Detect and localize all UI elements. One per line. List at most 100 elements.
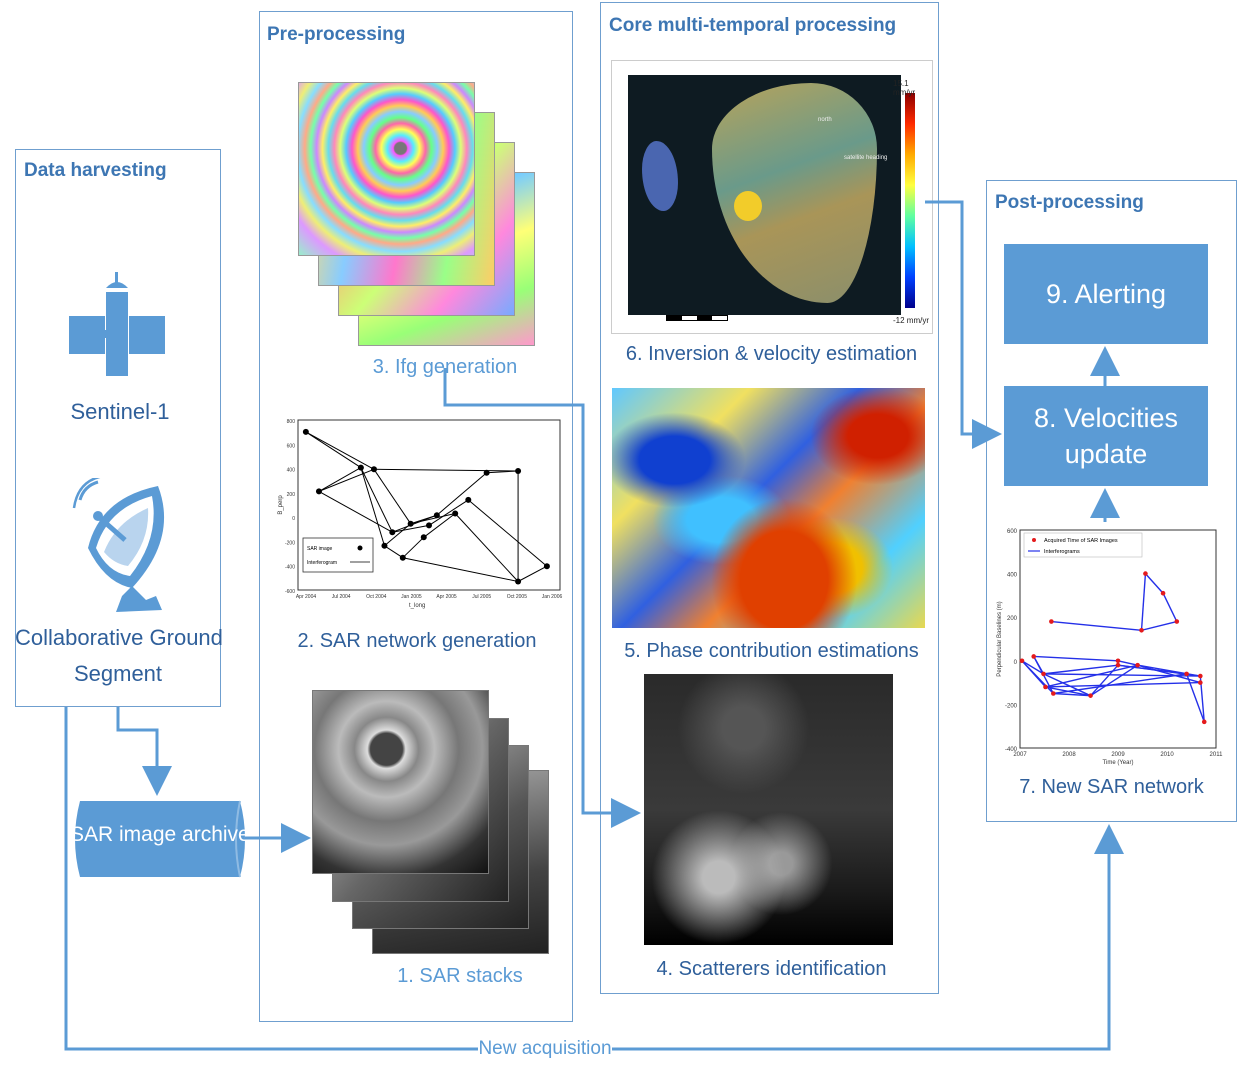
- colorbar-top-label: 15.1 mm/yr: [893, 79, 916, 97]
- network-sar-image-node: [357, 464, 364, 471]
- new-network-ylabel: Perpendicular Baselines (m): [997, 601, 1003, 676]
- new-network-sar-image-node: [1174, 619, 1180, 624]
- new-network-sar-image-node: [1043, 684, 1048, 690]
- ifg-to-scatterers-arrow: [443, 368, 641, 828]
- network-xtick-label: Apr 2005: [436, 594, 457, 600]
- sar-image-archive-cylinder: [75, 800, 245, 878]
- new-network-interferogram-edge: [1185, 673, 1205, 723]
- data-harvesting-panel: [15, 149, 221, 707]
- new-network-interferogram-edge: [1021, 660, 1054, 694]
- interferogram-stack: [298, 82, 538, 347]
- network-interferogram-edge: [423, 513, 456, 538]
- new-network-interferogram-edge: [1140, 573, 1147, 631]
- new-network-interferogram-edge: [1045, 664, 1138, 688]
- network-legend-image-label: SAR image: [307, 546, 333, 552]
- new-network-interferogram-edge: [1043, 673, 1201, 677]
- network-interferogram-edge: [467, 499, 548, 567]
- new-network-ytick-label: 600: [1007, 529, 1018, 535]
- network-interferogram-edge: [305, 431, 375, 470]
- sar-image-archive-label: SAR image archive: [70, 823, 250, 846]
- network-interferogram-edge: [384, 545, 404, 559]
- core-processing-title: Core multi-temporal processing: [609, 15, 897, 36]
- new-network-sar-image-node: [1049, 619, 1054, 624]
- satellite-icon: [69, 272, 165, 376]
- network-sar-image-node: [370, 466, 377, 473]
- network-xtick-label: Oct 2004: [366, 594, 387, 600]
- sar-stacks-image: [312, 690, 549, 955]
- new-network-interferogram-edge: [1090, 664, 1138, 697]
- new-network-xtick-label: 2008: [1062, 752, 1076, 758]
- network-interferogram-edge: [373, 468, 519, 472]
- new-network-interferogram-edge: [1090, 664, 1119, 697]
- network-xtick-label: Jan 2006: [542, 594, 563, 600]
- network-interferogram-edge: [318, 490, 393, 533]
- new-network-sar-image-node: [1143, 571, 1148, 576]
- velocities-update-label-1: 8. Velocities: [1033, 402, 1179, 433]
- ground-station-icon: [72, 478, 165, 612]
- network-legend-image-marker: [357, 545, 363, 551]
- new-network-xtick-label: 2010: [1160, 752, 1174, 758]
- scale-bar: [666, 315, 728, 321]
- network-sar-image-node: [407, 520, 414, 527]
- new-network-interferogram-edge: [1137, 664, 1201, 684]
- new-network-sar-image-node: [1088, 693, 1093, 698]
- network-xlabel: t_long: [409, 603, 425, 609]
- network-sar-image-node: [465, 496, 472, 503]
- new-network-interferogram-edge: [1033, 655, 1119, 662]
- network-ylabel: B_perp: [278, 495, 284, 515]
- phase-contribution-label: 5. Phase contribution estimations: [624, 640, 919, 662]
- network-sar-image-node: [515, 468, 522, 474]
- network-xtick-label: Apr 2004: [296, 594, 317, 600]
- velocity-map-island-center: [734, 191, 762, 221]
- network-sar-image-node: [515, 578, 522, 585]
- new-network-sar-image-node: [1031, 654, 1037, 659]
- velocities-update-label-2: update: [1064, 439, 1148, 469]
- velocity-to-update-arrow: [925, 200, 1002, 449]
- network-sar-image-node: [543, 563, 550, 570]
- new-network-sar-image-node: [1198, 673, 1203, 679]
- alerting-label: 9. Alerting: [1045, 278, 1167, 309]
- sar-stacks-label: 1. SAR stacks: [397, 965, 523, 987]
- network-xtick-label: Jul 2004: [332, 594, 351, 600]
- network-sar-image-node: [426, 522, 432, 529]
- network-ytick-label: 600: [287, 443, 296, 449]
- network-ytick-label: 200: [287, 492, 296, 498]
- new-network-legend-image-label: Acquired Time of SAR Images: [1044, 538, 1118, 544]
- post-processing-title: Post-processing: [995, 192, 1144, 213]
- network-ytick-label: -200: [285, 540, 295, 546]
- new-network-ytick-label: -200: [1005, 703, 1018, 709]
- scatterers-image: [644, 674, 893, 945]
- new-network-ytick-label: -400: [1005, 747, 1018, 753]
- new-network-interferogram-edge: [1053, 673, 1187, 695]
- phase-contribution-image: [612, 388, 925, 628]
- ifg-layer-1: [298, 82, 475, 256]
- ifg-generation-label: 3. Ifg generation: [372, 356, 518, 378]
- new-network-sar-image-node: [1139, 627, 1144, 633]
- new-network-sar-image-node: [1135, 662, 1140, 668]
- network-sar-image-node: [315, 488, 322, 495]
- new-network-sar-image-node: [1184, 671, 1189, 677]
- network-interferogram-edge: [360, 467, 393, 533]
- colorbar-bottom-label: -12 mm/yr: [893, 316, 929, 325]
- network-interferogram-edge: [318, 467, 362, 492]
- new-network-ytick-label: 200: [1007, 616, 1018, 622]
- network-interferogram-edge: [410, 513, 456, 525]
- new-network-sar-image-node: [1201, 719, 1207, 725]
- new-network-xtick-label: 2009: [1111, 752, 1125, 758]
- new-network-sar-image-node: [1198, 680, 1203, 685]
- sentinel-1-label: Sentinel-1: [70, 399, 170, 424]
- velocity-map: 15.1 mm/yr -12 mm/yr north satellite hea…: [611, 60, 933, 334]
- new-network-legend-ifg-label: Interferograms: [1044, 549, 1080, 555]
- new-network-ytick-label: 400: [1007, 573, 1018, 579]
- network-interferogram-edge: [392, 524, 430, 533]
- new-network-interferogram-edge: [1021, 660, 1044, 675]
- new-network-interferogram-edge: [1043, 664, 1119, 675]
- new-network-interferogram-edge: [1043, 673, 1091, 697]
- new-network-xtick-label: 2011: [1210, 752, 1224, 758]
- look-direction-label: satellite heading: [844, 155, 888, 161]
- new-network-legend-image-marker: [1032, 538, 1036, 542]
- new-network-interferogram-edge: [1137, 664, 1201, 677]
- new-network-sar-image-node: [1041, 671, 1046, 677]
- new-network-sar-image-node: [1019, 658, 1025, 664]
